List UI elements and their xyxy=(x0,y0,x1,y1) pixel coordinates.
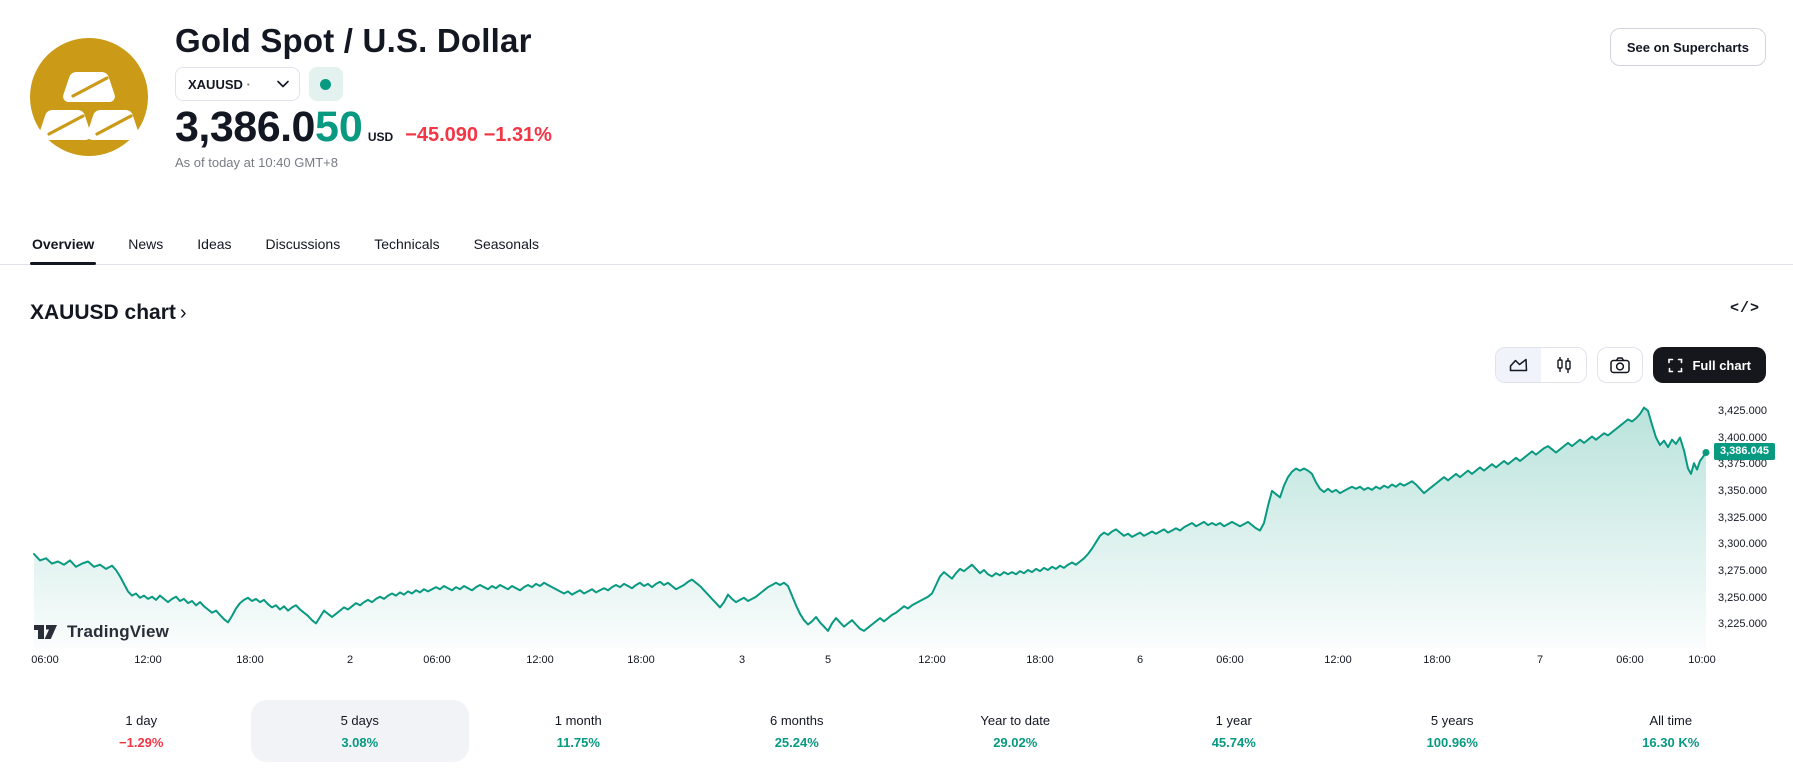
x-axis-label: 3 xyxy=(738,654,746,666)
tab-technicals[interactable]: Technicals xyxy=(374,236,440,252)
camera-icon xyxy=(1610,356,1631,373)
full-chart-button[interactable]: Full chart xyxy=(1653,347,1766,383)
chart-section-title-text: XAUUSD chart xyxy=(30,300,176,324)
tradingview-logo-icon xyxy=(34,624,57,639)
x-axis-label: 6 xyxy=(1136,654,1144,666)
tab-ideas[interactable]: Ideas xyxy=(197,236,232,252)
tradingview-watermark[interactable]: TradingView xyxy=(34,622,169,642)
period-label: All time xyxy=(1649,712,1693,728)
x-axis-label: 18:00 xyxy=(627,654,655,666)
chart-toolbar: Full chart xyxy=(1495,347,1766,383)
x-axis-label: 12:00 xyxy=(918,654,946,666)
chart-section-title[interactable]: XAUUSD chart › xyxy=(30,300,187,325)
period-change-value: 16.30 K% xyxy=(1642,734,1700,750)
y-axis-label: 3,275.000 xyxy=(1718,565,1767,578)
period-label: 1 day xyxy=(125,712,158,728)
x-axis-label: 06:00 xyxy=(423,654,451,666)
area-series xyxy=(33,406,1710,648)
embed-code-icon[interactable]: </> xyxy=(1729,300,1760,317)
y-axis-label: 3,325.000 xyxy=(1718,511,1767,524)
chevron-down-icon xyxy=(277,80,289,88)
x-axis-label: 12:00 xyxy=(134,654,162,666)
candles-chart-style-button[interactable] xyxy=(1541,348,1587,382)
page-title: Gold Spot / U.S. Dollar xyxy=(175,22,532,59)
area-chart-icon xyxy=(1510,358,1528,372)
x-axis-label: 18:00 xyxy=(236,654,264,666)
x-axis-label: 18:00 xyxy=(1026,654,1054,666)
area-chart-style-button[interactable] xyxy=(1496,348,1542,382)
x-axis-label: 5 xyxy=(824,654,832,666)
last-price-dot xyxy=(1702,449,1710,456)
period-button-1-year[interactable]: 1 year 45.74% xyxy=(1125,700,1344,762)
period-label: 1 year xyxy=(1215,712,1252,728)
chevron-right-icon: › xyxy=(179,302,187,324)
last-price-badge: 3,386.045 xyxy=(1714,443,1775,461)
period-label: 1 month xyxy=(554,712,602,728)
chart-style-segmented-control xyxy=(1495,347,1588,383)
period-change-value: 29.02% xyxy=(993,734,1038,750)
x-axis-label: 12:00 xyxy=(1324,654,1352,666)
price-scale[interactable]: 3,425.000 3,400.000 3,375.000 3,350.000 3,32… xyxy=(1714,398,1793,648)
snapshot-camera-button[interactable] xyxy=(1597,347,1644,383)
gold-bars-logo-icon xyxy=(30,38,148,156)
fullscreen-icon xyxy=(1668,358,1683,372)
price-row: 3,386.0 50 USD −45.090 −1.31% xyxy=(175,103,552,152)
price-chart[interactable]: TradingView xyxy=(30,398,1712,648)
y-axis-label: 3,300.000 xyxy=(1718,538,1767,551)
period-change-value: −1.29% xyxy=(119,734,164,750)
tradingview-watermark-label: TradingView xyxy=(67,622,170,641)
period-change-value: 3.08% xyxy=(341,734,379,750)
period-change-value: 11.75% xyxy=(556,734,600,750)
x-axis-label: 2 xyxy=(346,654,354,666)
y-axis-label: 3,400.000 xyxy=(1718,431,1767,444)
period-change-row: 1 day −1.29% 5 days 3.08% 1 month 11.75% 6 mon… xyxy=(32,700,1780,762)
period-button-all-time[interactable]: All time 16.30 K% xyxy=(1562,700,1781,762)
period-change-value: 45.74% xyxy=(1211,734,1256,750)
x-axis-label: 06:00 xyxy=(1216,654,1244,666)
y-axis-label: 3,425.000 xyxy=(1718,404,1767,417)
period-button-1-day[interactable]: 1 day −1.29% xyxy=(32,700,251,762)
as-of-timestamp: As of today at 10:40 GMT+8 xyxy=(175,155,338,170)
period-button-6-months[interactable]: 6 months 25.24% xyxy=(688,700,907,762)
period-change-value: 25.24% xyxy=(774,734,819,750)
y-axis-label: 3,250.000 xyxy=(1718,591,1767,604)
x-axis-label: 12:00 xyxy=(526,654,554,666)
see-on-supercharts-button[interactable]: See on Supercharts xyxy=(1609,28,1766,66)
x-axis-label: 06:00 xyxy=(1616,654,1644,666)
period-label: 5 days xyxy=(340,712,379,728)
symbol-row: XAUUSD · xyxy=(175,67,343,101)
time-scale[interactable]: 06:00 12:00 18:00 2 06:00 12:00 18:00 3 5 12:00 18… xyxy=(30,652,1716,670)
price-currency: USD xyxy=(367,130,394,144)
symbol-dropdown[interactable]: XAUUSD · xyxy=(175,67,300,101)
x-axis-label: 10:00 xyxy=(1688,654,1716,666)
period-button-1-month[interactable]: 1 month 11.75% xyxy=(469,700,688,762)
tab-discussions[interactable]: Discussions xyxy=(265,236,341,252)
y-axis-label: 3,225.000 xyxy=(1718,618,1767,631)
tab-seasonals[interactable]: Seasonals xyxy=(473,236,539,252)
y-axis-label: 3,375.000 xyxy=(1718,458,1767,471)
price-change: −45.090 −1.31% xyxy=(405,124,552,146)
full-chart-label: Full chart xyxy=(1692,357,1751,373)
x-axis-label: 06:00 xyxy=(31,654,59,666)
symbol-dropdown-label: XAUUSD · xyxy=(188,76,251,92)
x-axis-label: 18:00 xyxy=(1423,654,1451,666)
period-change-value: 100.96% xyxy=(1426,734,1478,750)
x-axis-label: 7 xyxy=(1536,654,1544,666)
candlestick-icon xyxy=(1557,357,1571,373)
section-tabs: Overview News Ideas Discussions Technicals Se… xyxy=(0,228,1793,265)
tab-overview[interactable]: Overview xyxy=(30,228,97,265)
y-axis-label: 3,350.000 xyxy=(1718,484,1767,497)
period-button-year-to-date[interactable]: Year to date 29.02% xyxy=(906,700,1125,762)
period-button-5-days[interactable]: 5 days 3.08% xyxy=(250,700,469,762)
market-open-dot-icon xyxy=(320,78,332,90)
last-price: 3,386.0 xyxy=(175,103,315,151)
period-label: 5 years xyxy=(1430,712,1474,728)
period-label: Year to date xyxy=(980,712,1051,728)
period-label: 6 months xyxy=(770,712,824,728)
market-status-button[interactable] xyxy=(308,67,343,101)
tab-news[interactable]: News xyxy=(128,236,164,252)
period-button-5-years[interactable]: 5 years 100.96% xyxy=(1343,700,1562,762)
last-price-fraction: 50 xyxy=(314,103,363,151)
